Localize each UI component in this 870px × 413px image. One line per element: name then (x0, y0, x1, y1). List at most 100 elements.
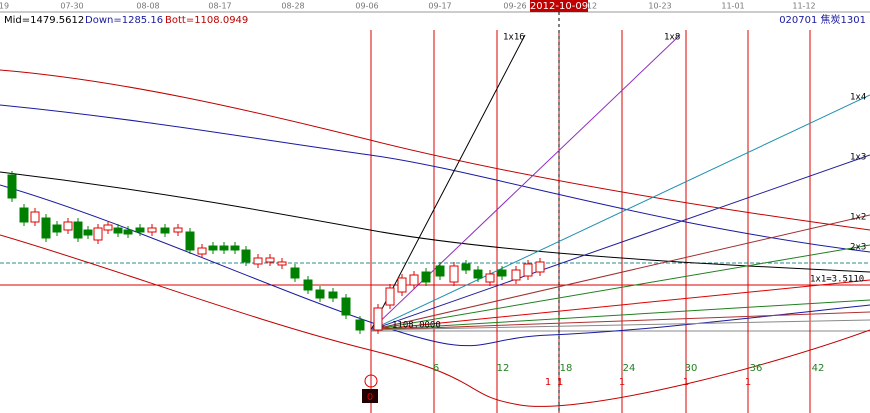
bar-count: 12 (497, 363, 510, 374)
candle-body (185, 231, 195, 251)
date-label: 08-17 (208, 2, 231, 11)
fan-line (370, 34, 526, 331)
cursor-date-box (530, 0, 588, 12)
candle-body (197, 247, 207, 255)
band-line (0, 234, 870, 407)
bar-count: 24 (623, 363, 636, 374)
candle-body (315, 289, 325, 299)
candle-body (523, 263, 533, 277)
fan-line (370, 311, 870, 331)
candle-body (135, 227, 145, 233)
bar-count: 36 (750, 363, 763, 374)
bar-count: 30 (685, 363, 698, 374)
fan-label: 1x8 (664, 33, 680, 43)
symbol: 020701 焦炭1301 (779, 13, 866, 26)
date-label: 09-06 (355, 2, 378, 11)
candle-body (30, 211, 40, 223)
candle-body (253, 257, 263, 265)
date-label: 19 (0, 2, 9, 11)
band-line (0, 104, 870, 253)
fan-label: 1x2 (850, 213, 866, 223)
candle-body (303, 279, 313, 291)
date-label: 11-12 (792, 2, 815, 11)
bar-count: 42 (812, 363, 825, 374)
fan-line (370, 299, 870, 331)
candle-body (461, 263, 471, 271)
date-label: 10-23 (648, 2, 671, 11)
candle-body (449, 265, 459, 283)
candle-body (535, 261, 545, 273)
candle-body (341, 297, 351, 316)
candle-body (511, 269, 521, 281)
fan-label: 1x16 (503, 33, 525, 43)
candle-body (473, 269, 483, 279)
origin-circle (364, 374, 378, 388)
candle-body (230, 245, 240, 251)
band-line (0, 69, 870, 231)
candle-body (385, 287, 395, 306)
candle-body (173, 227, 183, 233)
candle-body (290, 267, 300, 279)
fan-line (370, 214, 870, 331)
fan-label: 1x1=3.5110 (810, 275, 864, 285)
date-label: 08-28 (281, 2, 304, 11)
candle-body (123, 229, 133, 235)
candle-body (241, 249, 251, 263)
candle-body (83, 229, 93, 236)
bar-count: 18 (560, 363, 573, 374)
candle-body (435, 265, 445, 277)
candle-body (421, 271, 431, 283)
cycle-mark: 1 (683, 377, 689, 388)
candle-body (485, 273, 495, 283)
candle-body (113, 227, 123, 234)
fan-line (370, 279, 870, 331)
candle-body (409, 274, 419, 286)
date-label: 12 (587, 2, 597, 11)
candle-body (277, 261, 287, 266)
date-label: 07-30 (60, 2, 83, 11)
cycle-mark: 1 (745, 377, 751, 388)
fan-line (370, 154, 870, 331)
mid-value: Mid=1479.5612 (4, 15, 84, 26)
down-value: Down=1285.16 (85, 15, 163, 26)
candle-body (497, 269, 507, 277)
date-label: 11-01 (721, 2, 744, 11)
candle-body (7, 174, 17, 199)
price-label: 1108.0000 (392, 321, 441, 331)
date-label: 08-08 (136, 2, 159, 11)
band-line (0, 171, 870, 273)
origin-box (362, 389, 378, 403)
fan-line (370, 94, 870, 331)
candle-body (355, 319, 365, 331)
candle-body (147, 227, 157, 233)
candle-body (63, 221, 73, 231)
bar-count: 6 (433, 363, 439, 374)
fan-label: 2x3 (850, 243, 866, 253)
cycle-mark: 1 (619, 377, 625, 388)
candle-body (19, 207, 29, 223)
candle-body (93, 227, 103, 241)
candle-body (219, 245, 229, 251)
fan-label: 1x4 (850, 93, 866, 103)
candle-body (328, 291, 338, 299)
fan-line (370, 319, 870, 331)
candle-body (373, 307, 383, 331)
candle-body (208, 245, 218, 251)
fan-line (370, 244, 870, 331)
cycle-mark: 1 (557, 377, 563, 388)
cursor-date: 2012-10-09 (530, 1, 588, 12)
date-label: 09-26 (503, 2, 526, 11)
date-label: 09-17 (428, 2, 451, 11)
bott-value: Bott=1108.0949 (165, 15, 248, 26)
origin-mark: 0 (367, 392, 373, 403)
candle-body (265, 257, 275, 263)
candle-body (52, 224, 62, 233)
candle-body (73, 221, 83, 239)
fan-label: 1x3 (850, 153, 866, 163)
candle-body (160, 227, 170, 234)
cycle-mark: 1 (545, 377, 551, 388)
candle-body (103, 224, 113, 231)
candle-body (41, 217, 51, 239)
candle-body (397, 277, 407, 293)
